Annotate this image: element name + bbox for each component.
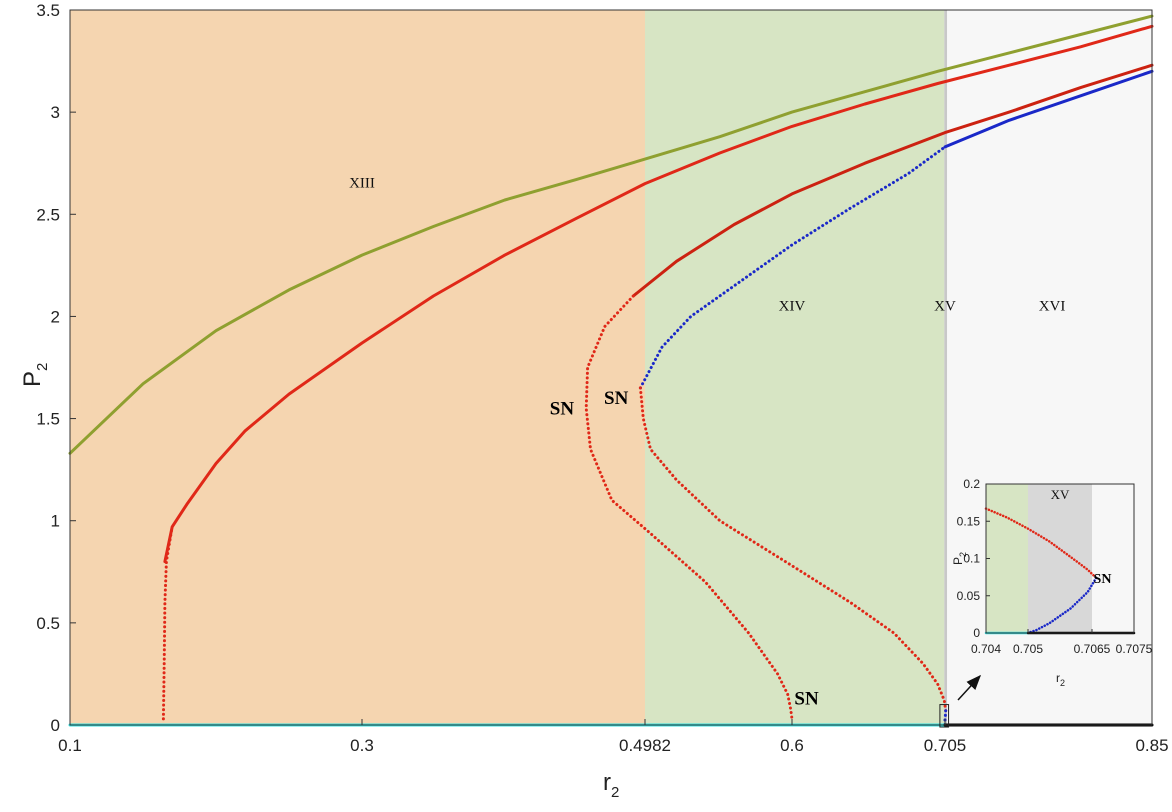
inset-series-1 bbox=[984, 507, 1098, 580]
inset-region-2 bbox=[1028, 484, 1092, 633]
main-region-label: XVI bbox=[1039, 298, 1066, 314]
main-x-tick-label: 0.705 bbox=[924, 736, 967, 755]
inset-y-axis-label: P2 bbox=[951, 552, 968, 565]
inset-y-tick-label: 0.1 bbox=[963, 552, 980, 566]
inset-region-1 bbox=[986, 484, 1028, 633]
main-regions bbox=[70, 10, 1152, 725]
main-series-8 bbox=[638, 386, 948, 713]
inset-regions bbox=[986, 484, 1134, 633]
main-region-label: XV bbox=[934, 298, 956, 314]
main-series-6 bbox=[943, 69, 1154, 149]
inset-chart: 0.704 0.705 0.7065 0.7075 0 0.05 0.1 0.15 0.2 X… bbox=[951, 477, 1153, 688]
main-y-tick-label: 3 bbox=[51, 103, 60, 122]
main-region-2 bbox=[645, 10, 945, 725]
inset-x-ticks: 0.704 0.705 0.7065 0.7075 bbox=[971, 629, 1153, 656]
main-region-label: XIV bbox=[779, 298, 806, 314]
main-y-tick-label: 3.5 bbox=[36, 1, 60, 20]
main-sn-label: SN bbox=[794, 688, 819, 709]
main-x-tick-label: 0.6 bbox=[780, 736, 804, 755]
zoom-box bbox=[939, 704, 950, 728]
main-annotations: SN SN SN bbox=[550, 388, 819, 709]
inset-x-tick-label: 0.705 bbox=[1013, 642, 1043, 656]
main-y-tick-label: 2 bbox=[51, 307, 60, 326]
main-x-tick-label: 0.4982 bbox=[619, 736, 671, 755]
inset-y-tick-label: 0.2 bbox=[963, 477, 980, 491]
main-series-4 bbox=[631, 63, 1154, 298]
inset-sn-label: SN bbox=[1094, 572, 1112, 587]
main-y-tick-label: 1.5 bbox=[36, 410, 60, 429]
main-series-3 bbox=[161, 525, 174, 721]
inset-series-2 bbox=[1026, 576, 1098, 635]
main-y-tick-label: 0 bbox=[51, 716, 60, 735]
inset-region-labels: XV bbox=[1051, 487, 1070, 502]
inset-x-tick-label: 0.7075 bbox=[1116, 642, 1153, 656]
inset-y-ticks: 0 0.05 0.1 0.15 0.2 bbox=[957, 477, 990, 640]
main-series-2 bbox=[163, 24, 1154, 564]
x-axis-label: r2 bbox=[603, 769, 619, 801]
main-x-tick-label: 0.1 bbox=[58, 736, 82, 755]
main-x-tick-label: 0.85 bbox=[1135, 736, 1168, 755]
main-sn-label: SN bbox=[550, 398, 575, 419]
inset-y-tick-label: 0.15 bbox=[957, 514, 981, 528]
inset-annotations: SN bbox=[1094, 572, 1112, 587]
main-region-3 bbox=[944, 10, 948, 725]
inset-x-tick-label: 0.7065 bbox=[1074, 642, 1111, 656]
inset-x-axis-label: r2 bbox=[1056, 671, 1065, 688]
main-region-1 bbox=[70, 10, 645, 725]
inset-y-tick-label: 0 bbox=[973, 626, 980, 640]
main-y-tick-label: 0.5 bbox=[36, 614, 60, 633]
main-y-tick-label: 1 bbox=[51, 512, 60, 531]
main-y-tick-label: 2.5 bbox=[36, 205, 60, 224]
y-axis-label: P2 bbox=[19, 363, 51, 387]
main-x-ticks: 0.1 0.3 0.4982 0.6 0.705 0.85 bbox=[58, 719, 1169, 755]
inset-region-3 bbox=[1092, 484, 1134, 633]
inset-y-tick-label: 0.05 bbox=[957, 589, 981, 603]
inset-x-tick-label: 0.704 bbox=[971, 642, 1001, 656]
main-plot-frame bbox=[69, 9, 1153, 726]
main-series-1 bbox=[68, 14, 1154, 455]
main-x-tick-label: 0.3 bbox=[350, 736, 374, 755]
main-series-5 bbox=[584, 294, 794, 721]
main-sn-label: SN bbox=[604, 388, 629, 409]
zoom-arrow bbox=[957, 674, 982, 701]
inset-region-label: XV bbox=[1051, 487, 1070, 502]
main-region-label: XIII bbox=[349, 176, 375, 192]
main-region-labels: XIII XIV XV XVI bbox=[349, 176, 1065, 315]
main-y-ticks: 0 0.5 1 1.5 2 2.5 3 3.5 bbox=[36, 1, 76, 735]
main-series-9 bbox=[943, 709, 948, 727]
